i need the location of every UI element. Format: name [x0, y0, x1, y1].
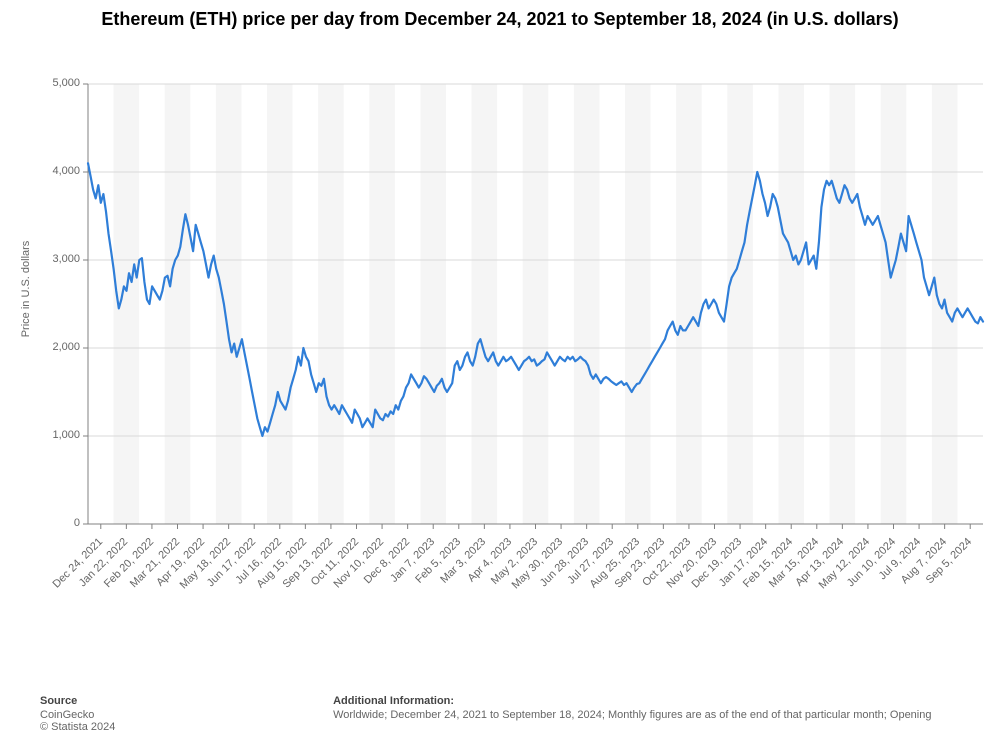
y-tick-label: 1,000: [38, 429, 80, 441]
source-name: CoinGecko: [40, 709, 330, 721]
y-tick-label: 5,000: [38, 77, 80, 89]
footer: Source CoinGecko © Statista 2024 Additio…: [40, 695, 980, 733]
y-tick-label: 3,000: [38, 253, 80, 265]
additional-text: Worldwide; December 24, 2021 to Septembe…: [333, 709, 973, 721]
chart-area: [88, 84, 983, 524]
y-tick-label: 2,000: [38, 341, 80, 353]
y-tick-label: 4,000: [38, 165, 80, 177]
y-axis-label: Price in U.S. dollars: [20, 214, 32, 364]
copyright: © Statista 2024: [40, 721, 330, 733]
line-chart-svg: [88, 84, 983, 524]
chart-title: Ethereum (ETH) price per day from Decemb…: [0, 8, 1000, 31]
additional-heading: Additional Information:: [333, 695, 973, 707]
y-tick-label: 0: [38, 517, 80, 529]
source-heading: Source: [40, 695, 330, 707]
